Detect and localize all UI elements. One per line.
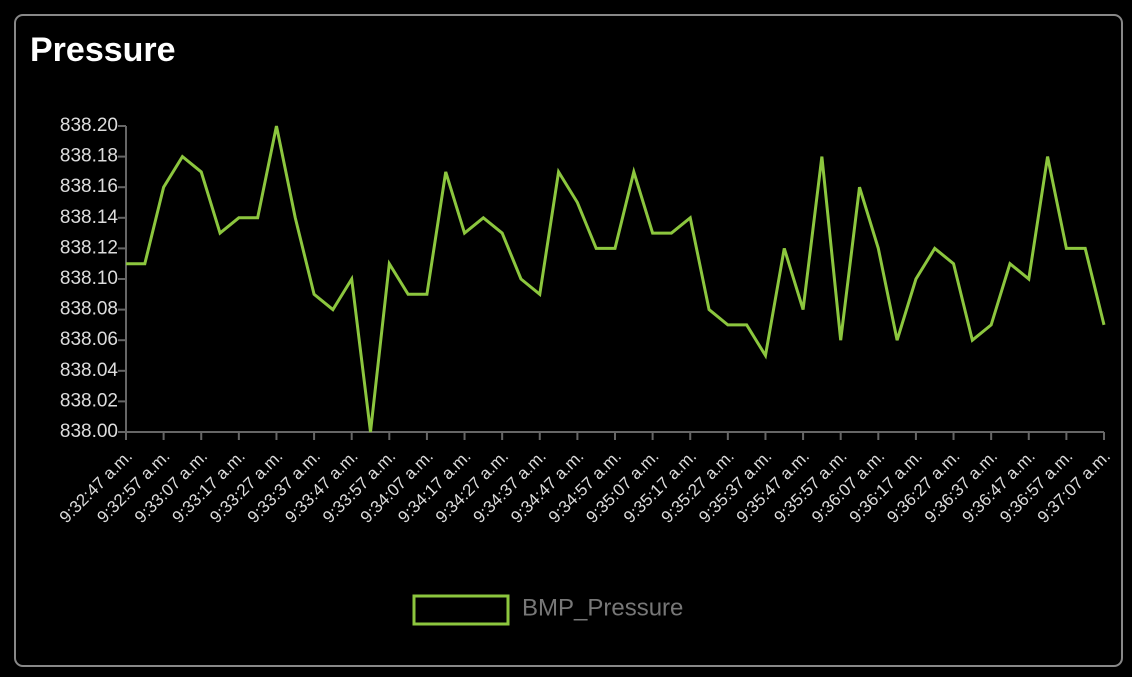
legend-label: BMP_Pressure <box>522 594 683 621</box>
y-tick-label: 838.16 <box>60 176 118 197</box>
legend-swatch <box>412 594 510 626</box>
y-tick-label: 838.02 <box>60 390 118 411</box>
y-tick-label: 838.12 <box>60 237 118 258</box>
y-tick-label: 838.00 <box>60 421 118 442</box>
y-tick-label: 838.18 <box>60 146 118 167</box>
y-tick-label: 838.10 <box>60 268 118 289</box>
y-tick-label: 838.20 <box>60 115 118 136</box>
y-tick-label: 838.04 <box>60 360 119 381</box>
chart-title: Pressure <box>30 31 176 69</box>
y-tick-label: 838.06 <box>60 329 118 350</box>
data-line <box>126 125 1106 433</box>
panel <box>14 14 1123 667</box>
y-tick-label: 838.08 <box>60 299 118 320</box>
y-tick-label: 838.14 <box>60 207 119 228</box>
